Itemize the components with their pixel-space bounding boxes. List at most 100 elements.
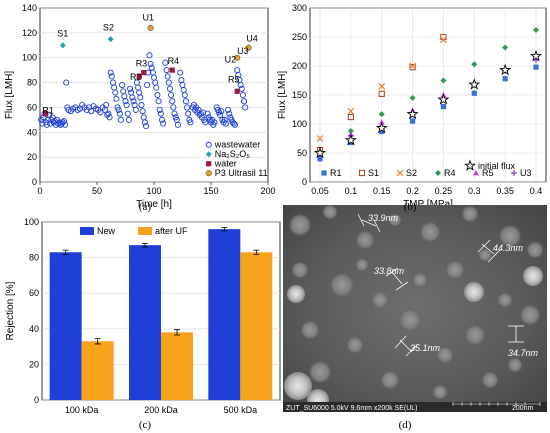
legend-label: S2: [406, 168, 417, 178]
y-tick-label: 60: [27, 102, 37, 112]
panel-d-caption: (d): [399, 419, 412, 431]
point-wastewater: [119, 82, 126, 89]
x-tick-label: 150: [203, 186, 218, 196]
x-tick-label: 50: [92, 186, 102, 196]
error-bar: [94, 338, 101, 345]
legend-label: R4: [444, 168, 456, 178]
point-wastewater: [136, 89, 143, 96]
point-wastewater: [239, 91, 246, 99]
legend-label: R5: [482, 168, 494, 178]
point-water: [169, 67, 175, 73]
point-wastewater: [184, 104, 191, 111]
point-wastewater: [130, 98, 137, 105]
sem-scale-label: 200nm: [512, 405, 534, 412]
point-wastewater: [108, 73, 115, 80]
x-tick-label: 0.15: [373, 186, 391, 196]
point-wastewater: [177, 69, 184, 76]
bar-new: [129, 245, 161, 400]
point-wastewater: [117, 116, 124, 123]
point-wastewater: [115, 106, 122, 113]
point-r1: [533, 64, 539, 70]
x-tick-label: 100 kDa: [65, 405, 99, 415]
point-wastewater: [141, 119, 148, 126]
point-wastewater: [162, 59, 169, 66]
point-wastewater: [204, 110, 211, 117]
point-wastewater: [132, 106, 139, 113]
point-annotation: S2: [103, 22, 114, 32]
point-r4: [409, 94, 416, 101]
point-annotation: U1: [143, 12, 155, 22]
point-wastewater: [218, 108, 225, 115]
point-wastewater: [47, 120, 54, 127]
y-tick-label: 250: [292, 32, 307, 42]
point-wastewater: [181, 91, 188, 99]
point-annotation: U2: [225, 55, 237, 65]
point-s2: [316, 135, 324, 142]
point-wastewater: [88, 108, 95, 115]
panel-c-chart: 0 20 40 60 80 100 Rejection [%] 100 kDa 200 kDa 5…: [5, 217, 281, 415]
y-tick-label: 120: [22, 28, 37, 38]
point-initial-flux: [529, 49, 543, 62]
point-wastewater: [168, 91, 175, 99]
point-wastewater: [225, 106, 232, 113]
point-wastewater: [226, 110, 233, 117]
point-initial-flux: [499, 63, 512, 76]
legend-label: R1: [330, 168, 342, 178]
y-tick-label: 40: [29, 324, 39, 334]
point-wastewater: [106, 114, 113, 121]
x-tick-label: 100: [146, 186, 161, 196]
point-annotation: R4: [168, 56, 180, 66]
point-s2: [440, 36, 447, 44]
point-wastewater: [154, 91, 161, 99]
point-annotation: R2: [130, 72, 142, 82]
panel-c-caption: (c): [139, 419, 152, 431]
point-wastewater: [237, 82, 244, 89]
point-r4: [440, 77, 447, 84]
point-initial-flux: [406, 107, 419, 120]
point-s1: [409, 64, 416, 71]
point-annotation: U4: [246, 34, 258, 44]
point-annotation: R3: [136, 58, 148, 68]
point-p3-ultrasil-11: [234, 54, 241, 61]
x-tick-label: 200: [260, 186, 275, 196]
point-wastewater: [150, 74, 158, 81]
point-water: [43, 111, 49, 117]
point-wastewater: [137, 94, 144, 101]
point-wastewater: [155, 98, 162, 105]
point-p3-ultrasil-11: [147, 24, 154, 31]
point-water: [141, 70, 147, 76]
point-s1: [347, 113, 354, 121]
legend-label: S1: [368, 168, 379, 178]
sem-scale-bar: [452, 402, 541, 406]
point-annotation: S1: [57, 29, 68, 39]
point-wastewater: [140, 114, 147, 121]
y-tick-label: 0: [32, 177, 37, 187]
point-wastewater: [116, 110, 123, 117]
point-wastewater: [127, 85, 134, 92]
point-wastewater: [211, 119, 218, 126]
y-tick-label: 100: [22, 53, 37, 63]
point-wastewater: [134, 84, 142, 91]
bar-after-uf: [81, 341, 114, 400]
error-bar: [142, 242, 148, 248]
legend-marker: [205, 141, 212, 148]
point-wastewater: [185, 110, 192, 117]
point-annotation: U3: [237, 46, 249, 56]
legend-label: Na₂S₂O₅: [215, 149, 250, 159]
point-wastewater: [170, 104, 177, 111]
legend-label: P3 Ultrasil 11: [215, 168, 268, 178]
point-wastewater: [105, 110, 112, 117]
legend-marker: [435, 170, 441, 176]
bar-after-uf: [161, 332, 193, 400]
point-wastewater: [202, 119, 209, 126]
point-wastewater: [221, 116, 228, 123]
point-r1: [379, 128, 385, 135]
point-wastewater: [174, 121, 181, 128]
legend-marker: [396, 169, 404, 177]
legend-marker: [473, 170, 479, 176]
x-axis-label: TMP [MPa]: [403, 199, 453, 210]
legend-label: initial flux: [478, 161, 516, 171]
y-tick-label: 60: [29, 288, 39, 298]
sem-measure-2: 33.8nm: [374, 266, 405, 276]
legend-marker: [205, 170, 212, 177]
